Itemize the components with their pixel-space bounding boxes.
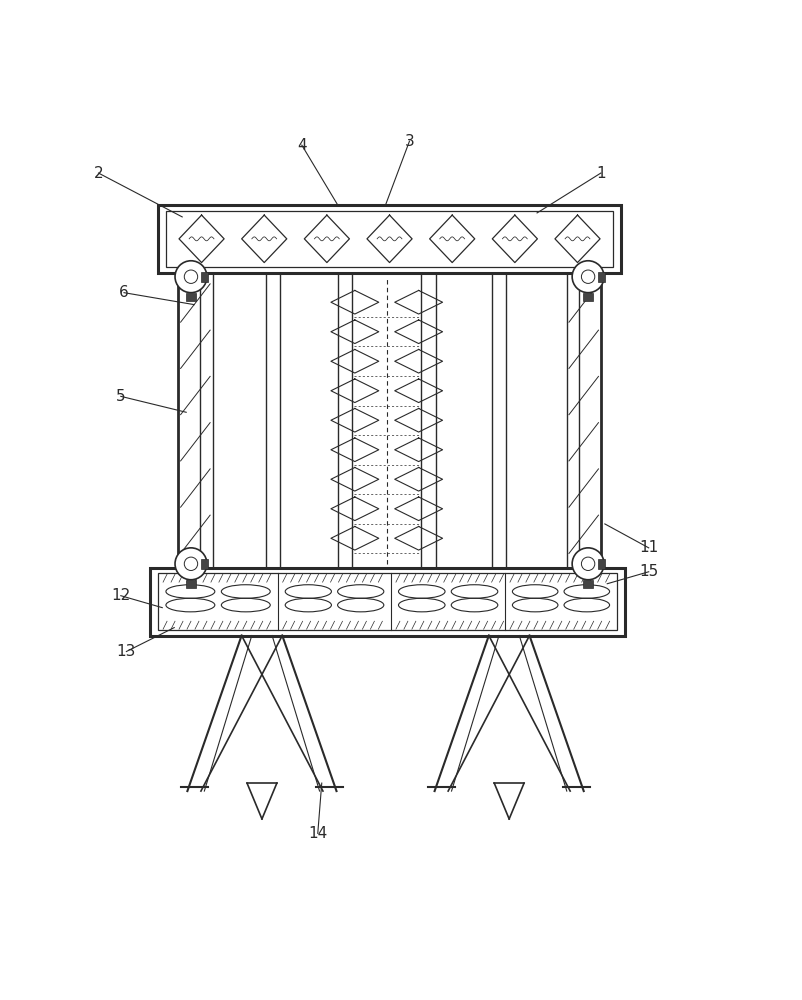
- Text: 6: 6: [119, 285, 128, 300]
- Bar: [200, 559, 208, 569]
- Bar: [186, 580, 196, 588]
- Text: 4: 4: [297, 138, 306, 153]
- Text: 15: 15: [638, 564, 658, 579]
- Bar: [200, 272, 208, 282]
- Bar: [158, 573, 616, 630]
- Bar: [150, 568, 624, 636]
- Bar: [158, 205, 620, 273]
- Bar: [582, 580, 592, 588]
- Bar: [186, 293, 196, 301]
- Text: 13: 13: [116, 644, 136, 659]
- Bar: [597, 272, 605, 282]
- Text: 11: 11: [638, 540, 658, 555]
- Text: 1: 1: [595, 166, 605, 181]
- Text: 2: 2: [94, 166, 103, 181]
- Circle shape: [175, 261, 207, 293]
- Text: 12: 12: [111, 588, 130, 603]
- Text: 5: 5: [115, 389, 125, 404]
- Circle shape: [572, 261, 603, 293]
- Bar: [582, 293, 592, 301]
- Circle shape: [572, 548, 603, 580]
- Bar: [166, 211, 612, 267]
- Text: 3: 3: [404, 134, 414, 149]
- Bar: [597, 559, 605, 569]
- Text: 14: 14: [308, 826, 327, 841]
- Circle shape: [175, 548, 207, 580]
